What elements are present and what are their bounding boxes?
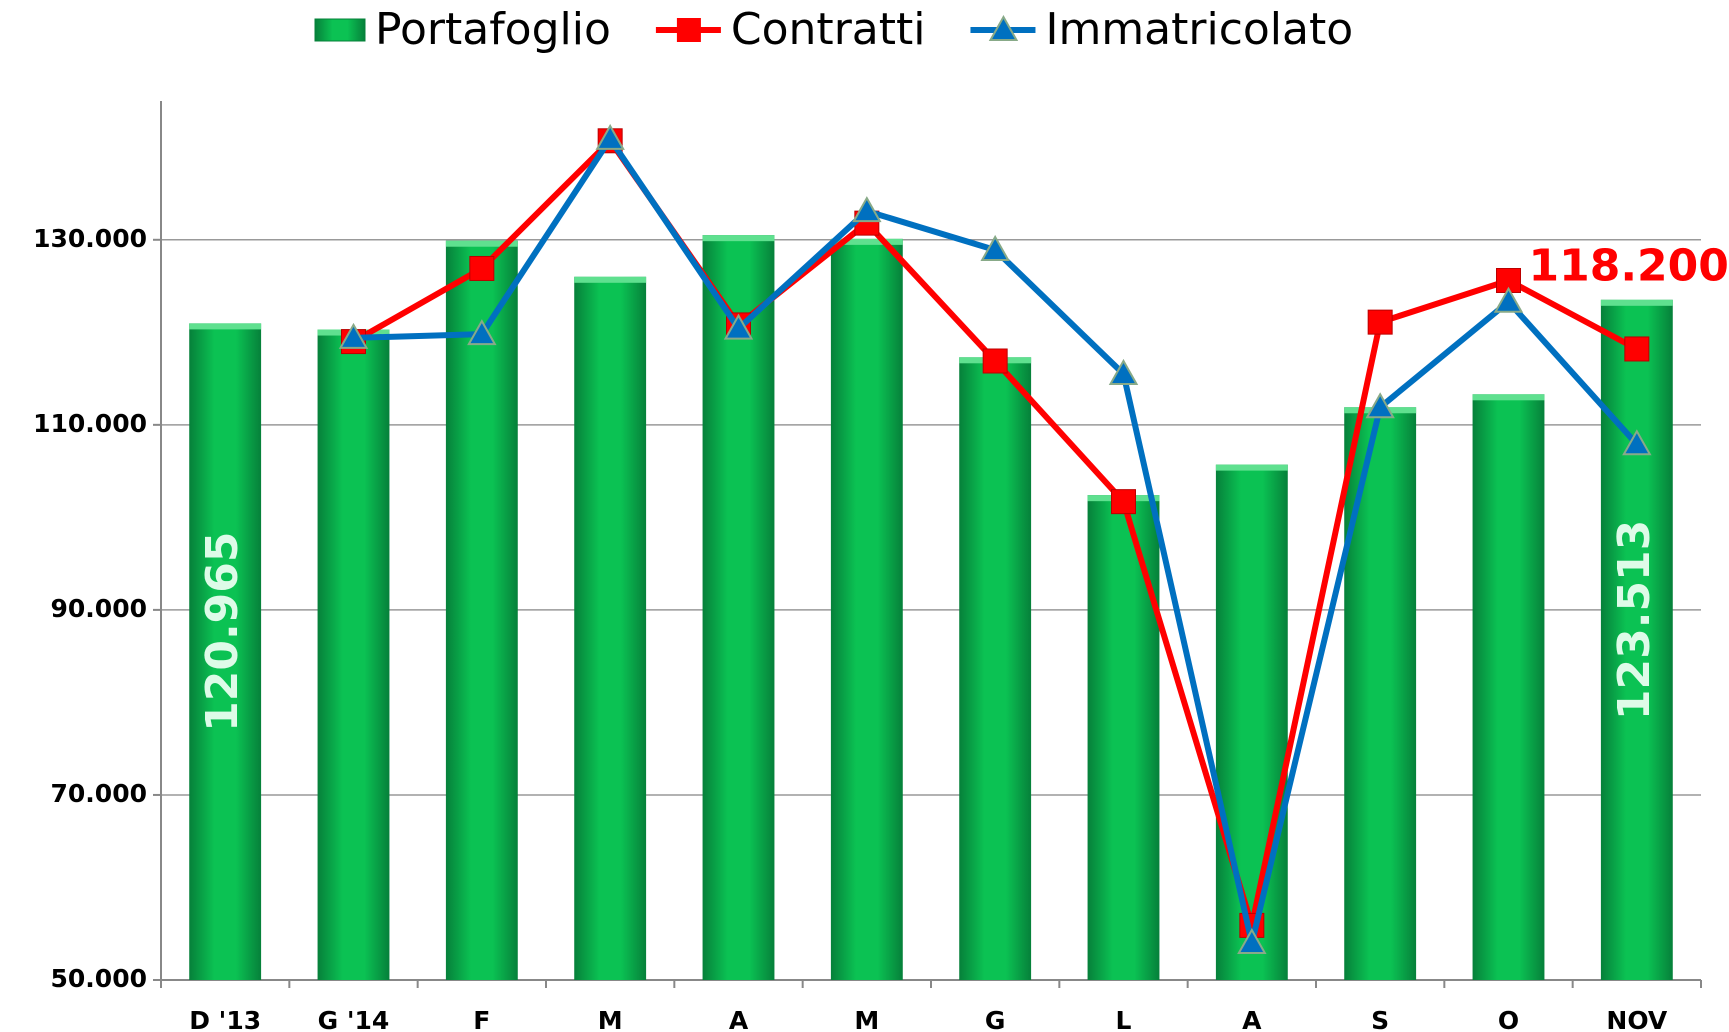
bar <box>1344 407 1417 981</box>
bar-top <box>1600 299 1673 306</box>
bar <box>1087 495 1160 980</box>
x-tick-label: G <box>985 1006 1006 1032</box>
marker <box>980 234 1010 261</box>
marker <box>1108 358 1139 385</box>
bar-top <box>702 235 775 242</box>
marker <box>1622 429 1652 456</box>
bar <box>959 357 1032 981</box>
x-tick-label: A <box>1242 1006 1262 1032</box>
x-tick-label: M <box>854 1006 879 1032</box>
marker <box>1493 286 1524 313</box>
bar <box>189 323 262 981</box>
bar <box>1600 299 1673 981</box>
x-tick-label: L <box>1116 1006 1132 1032</box>
bar-top <box>1472 394 1545 401</box>
x-tick-label: G '14 <box>318 1006 390 1032</box>
legend-label: Immatricolato <box>1045 4 1353 55</box>
marker <box>1237 927 1267 954</box>
bar <box>317 329 390 980</box>
bar-value-label: 123.513 <box>1609 520 1660 720</box>
legend-label: Portafoglio <box>375 4 611 55</box>
bar <box>1472 394 1545 980</box>
bar <box>830 238 903 981</box>
bar <box>574 276 647 980</box>
marker <box>1365 392 1395 419</box>
x-tick-label: A <box>729 1006 749 1032</box>
bar-top <box>1215 464 1288 471</box>
bar <box>445 240 518 981</box>
marker <box>723 313 754 340</box>
marker <box>1111 489 1136 515</box>
x-tick-label: F <box>473 1006 490 1032</box>
bar-top <box>445 240 518 247</box>
legend-marker <box>676 18 701 42</box>
bar <box>702 235 775 981</box>
bar-top <box>189 323 262 330</box>
y-tick-label: 110.000 <box>33 409 147 438</box>
marker <box>338 322 369 349</box>
marker <box>1367 309 1393 335</box>
marker <box>1624 336 1650 362</box>
x-tick-label: NOV <box>1606 1006 1668 1032</box>
line-value-label: 118.200 <box>1529 241 1729 292</box>
marker <box>467 319 497 346</box>
x-tick-label: O <box>1498 1006 1519 1032</box>
marker <box>469 255 495 281</box>
marker <box>852 196 882 223</box>
marker <box>982 348 1008 374</box>
marker <box>595 123 625 150</box>
bar-top <box>830 238 903 245</box>
y-tick-label: 90.000 <box>51 594 147 623</box>
bar-top <box>574 276 647 283</box>
legend-label: Contratti <box>731 4 926 55</box>
legend-marker <box>988 14 1019 41</box>
x-tick-label: M <box>598 1006 623 1032</box>
y-tick-label: 130.000 <box>33 224 147 253</box>
bar-value-label: 120.965 <box>197 531 248 731</box>
legend-swatch <box>314 18 366 42</box>
x-tick-label: S <box>1371 1006 1389 1032</box>
y-tick-label: 50.000 <box>51 964 147 993</box>
y-tick-label: 70.000 <box>51 779 147 808</box>
bar <box>1215 464 1288 980</box>
x-tick-label: D '13 <box>189 1006 261 1032</box>
